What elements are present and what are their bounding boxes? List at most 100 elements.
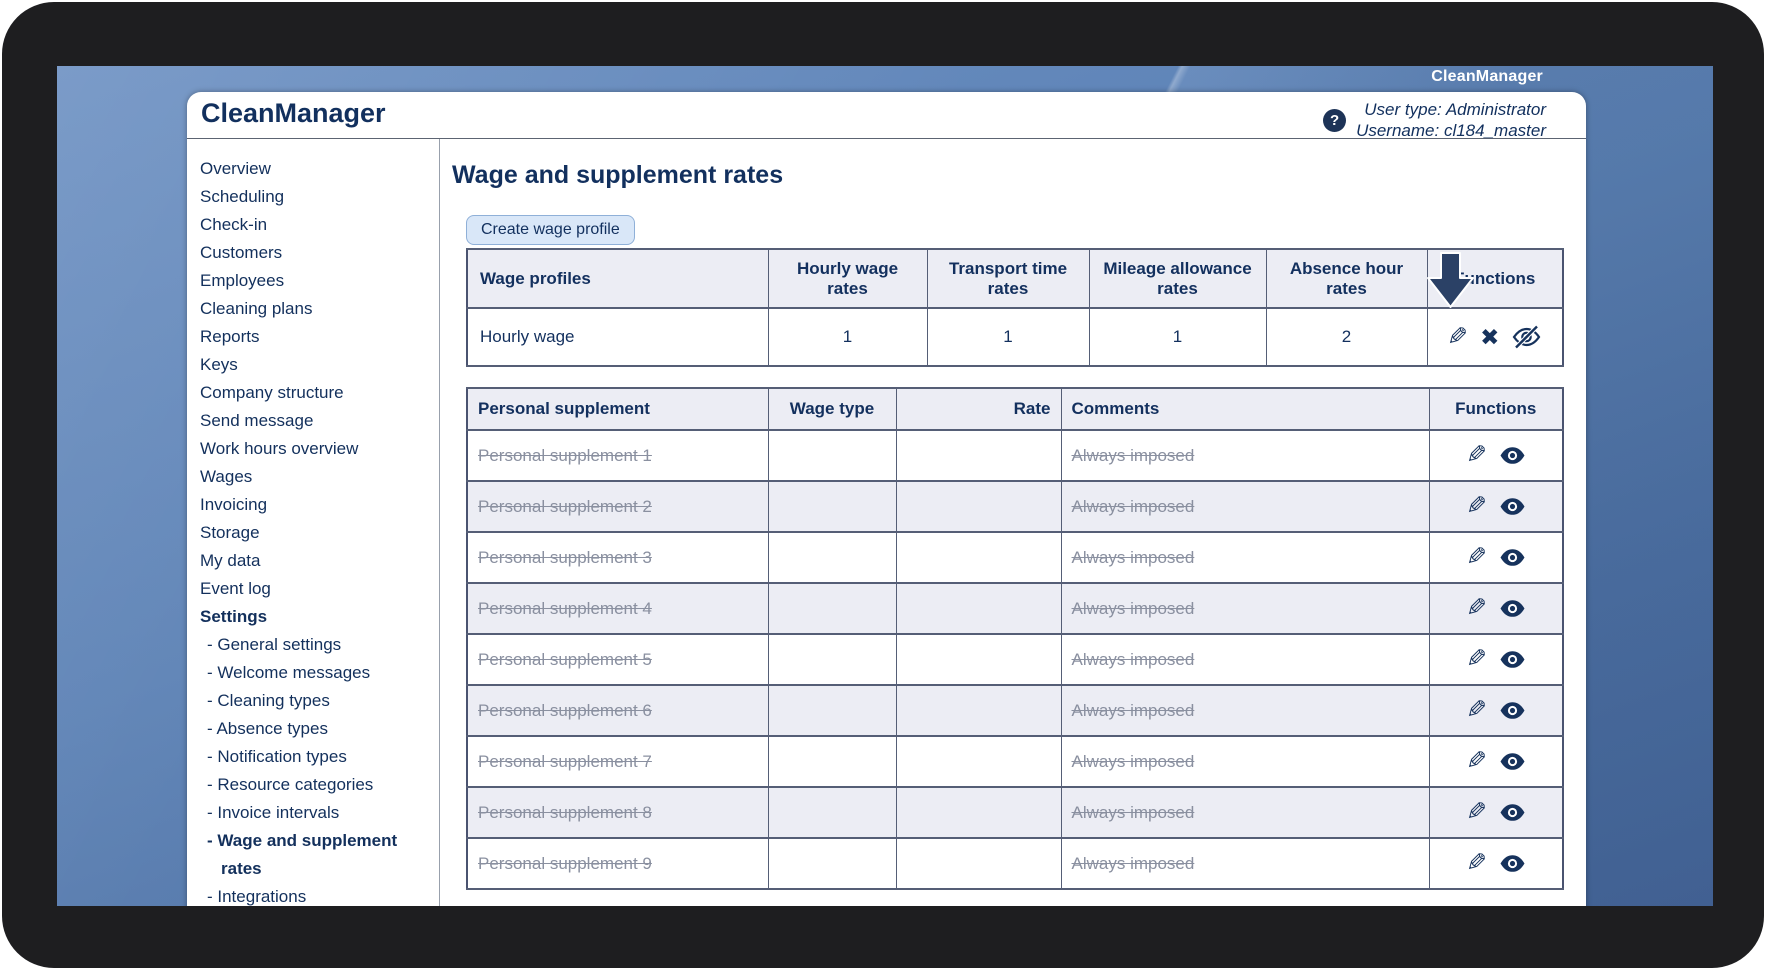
sidebar-item-welcome-messages[interactable]: - Welcome messages	[207, 663, 371, 682]
supplement-rate	[895, 684, 1062, 737]
supplement-functions-cell: ✎	[1428, 531, 1564, 584]
mileage-allowance-rates-value: 1	[1088, 307, 1267, 367]
edit-icon[interactable]: ✎	[1465, 645, 1487, 673]
sidebar-nav-list: Overview Scheduling Check-in Customers Emplo…	[200, 155, 439, 906]
supplement-comments: Always imposed	[1071, 700, 1195, 720]
supplement-functions-cell: ✎	[1428, 735, 1564, 788]
sidebar-item-storage[interactable]: Storage	[200, 523, 260, 542]
supplement-rate	[895, 480, 1062, 533]
view-icon[interactable]	[1499, 853, 1526, 874]
absence-hour-rates-value: 2	[1265, 307, 1428, 367]
supplement-name: Personal supplement 3	[478, 547, 652, 567]
view-icon[interactable]	[1499, 598, 1526, 619]
sidebar-item-resource-categories[interactable]: - Resource categories	[207, 775, 374, 794]
supplement-name: Personal supplement 7	[478, 751, 652, 771]
sidebar-item-employees[interactable]: Employees	[200, 271, 285, 290]
supplement-rate	[895, 786, 1062, 839]
edit-icon[interactable]: ✎	[1465, 594, 1487, 622]
edit-icon[interactable]: ✎	[1465, 849, 1487, 877]
supplement-rate	[895, 531, 1062, 584]
supplement-comments: Always imposed	[1071, 598, 1195, 618]
supplement-row: Personal supplement 8 Always imposed ✎	[466, 786, 1564, 839]
supplement-row: Personal supplement 3 Always imposed ✎	[466, 531, 1564, 584]
personal-supplements-table: Personal supplement Wage type Rate Comme…	[466, 387, 1564, 890]
edit-icon[interactable]: ✎	[1465, 543, 1487, 571]
supplement-functions-cell: ✎	[1428, 786, 1564, 839]
edit-icon[interactable]: ✎	[1447, 322, 1469, 351]
edit-icon[interactable]: ✎	[1465, 747, 1487, 775]
sidebar-item-event-log[interactable]: Event log	[200, 579, 271, 598]
supplement-wage-type	[767, 429, 897, 482]
sidebar-item-general-settings[interactable]: - General settings	[207, 635, 342, 654]
sidebar-item-send-message[interactable]: Send message	[200, 411, 314, 430]
view-icon[interactable]	[1499, 547, 1526, 568]
view-icon[interactable]	[1499, 700, 1526, 721]
supplement-row: Personal supplement 6 Always imposed ✎	[466, 684, 1564, 737]
view-icon[interactable]	[1499, 751, 1526, 772]
supplement-wage-type	[767, 837, 897, 890]
view-icon[interactable]	[1499, 496, 1526, 517]
col-hourly-wage-rates: Hourly wage rates	[767, 248, 928, 309]
sidebar-item-keys[interactable]: Keys	[200, 355, 238, 374]
window-body: Overview Scheduling Check-in Customers Emplo…	[187, 138, 1586, 906]
supplement-wage-type	[767, 633, 897, 686]
sidebar-item-scheduling[interactable]: Scheduling	[200, 187, 285, 206]
supplement-name: Personal supplement 2	[478, 496, 652, 516]
sidebar-item-wages[interactable]: Wages	[200, 467, 253, 486]
supplement-row: Personal supplement 4 Always imposed ✎	[466, 582, 1564, 635]
sidebar-item-wage-and-supplement-rates[interactable]: - Wage and supplement rates	[207, 831, 398, 878]
sidebar-item-cleaning-types[interactable]: - Cleaning types	[207, 691, 330, 710]
view-icon[interactable]	[1499, 445, 1526, 466]
create-wage-profile-button[interactable]: Create wage profile	[466, 215, 635, 245]
sidebar-item-invoice-intervals[interactable]: - Invoice intervals	[207, 803, 340, 822]
hide-icon[interactable]	[1511, 325, 1542, 349]
supplement-rate	[895, 429, 1062, 482]
supplement-wage-type	[767, 786, 897, 839]
col-personal-supplement: Personal supplement	[466, 387, 769, 431]
sidebar-item-overview[interactable]: Overview	[200, 159, 271, 178]
supplement-functions-cell: ✎	[1428, 633, 1564, 686]
sidebar-item-company-structure[interactable]: Company structure	[200, 383, 344, 402]
sidebar-item-my-data[interactable]: My data	[200, 551, 261, 570]
supplement-row: Personal supplement 9 Always imposed ✎	[466, 837, 1564, 890]
delete-icon[interactable]: ✖	[1480, 323, 1500, 350]
supplement-comments: Always imposed	[1071, 751, 1195, 771]
edit-icon[interactable]: ✎	[1465, 492, 1487, 520]
sidebar-item-settings[interactable]: Settings	[200, 607, 268, 626]
sidebar-item-customers[interactable]: Customers	[200, 243, 283, 262]
wage-profile-name: Hourly wage	[466, 307, 769, 367]
supplement-comments: Always imposed	[1071, 853, 1195, 873]
username-text: Username: cl184_master	[1356, 121, 1546, 140]
help-icon[interactable]: ?	[1323, 108, 1347, 132]
col-comments: Comments	[1060, 387, 1430, 431]
col-functions: Functions	[1426, 248, 1564, 309]
app-window: CleanManager ? User type: Administrator …	[187, 92, 1586, 906]
sidebar-item-work-hours-overview[interactable]: Work hours overview	[200, 439, 359, 458]
sidebar-item-cleaning-plans[interactable]: Cleaning plans	[200, 299, 313, 318]
wage-profiles-table: Wage profiles Hourly wage rates Transpor…	[466, 248, 1564, 367]
supplement-name: Personal supplement 5	[478, 649, 652, 669]
supplement-name: Personal supplement 9	[478, 853, 652, 873]
sidebar-item-absence-types[interactable]: - Absence types	[207, 719, 328, 738]
sidebar-item-check-in[interactable]: Check-in	[200, 215, 268, 234]
edit-icon[interactable]: ✎	[1465, 696, 1487, 724]
col-wage-type: Wage type	[767, 387, 897, 431]
col-supplement-functions: Functions	[1428, 387, 1564, 431]
sidebar-item-notification-types[interactable]: - Notification types	[207, 747, 347, 766]
desktop-brand-label: CleanManager	[1431, 68, 1543, 85]
supplement-functions-cell: ✎	[1428, 582, 1564, 635]
desktop-background: CleanManager CleanManager ? User type: A…	[57, 66, 1713, 906]
user-lines: User type: Administrator Username: cl184…	[1356, 99, 1546, 141]
sidebar-item-invoicing[interactable]: Invoicing	[200, 495, 268, 514]
wage-profiles-header-row: Wage profiles Hourly wage rates Transpor…	[466, 248, 1564, 309]
supplement-name: Personal supplement 1	[478, 445, 652, 465]
user-info-block: ? User type: Administrator Username: cl1…	[1323, 99, 1546, 141]
sidebar-item-integrations[interactable]: - Integrations	[207, 887, 307, 906]
supplement-row: Personal supplement 7 Always imposed ✎	[466, 735, 1564, 788]
edit-icon[interactable]: ✎	[1465, 798, 1487, 826]
edit-icon[interactable]: ✎	[1465, 441, 1487, 469]
supplement-row: Personal supplement 5 Always imposed ✎	[466, 633, 1564, 686]
view-icon[interactable]	[1499, 649, 1526, 670]
sidebar-item-reports[interactable]: Reports	[200, 327, 260, 346]
view-icon[interactable]	[1499, 802, 1526, 823]
